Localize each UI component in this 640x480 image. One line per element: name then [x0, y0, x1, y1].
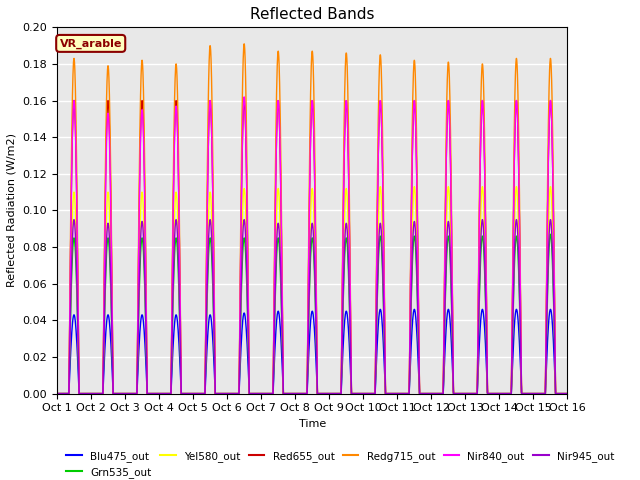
Red655_out	[53, 391, 61, 396]
Blu475_out	[53, 391, 61, 396]
Redg715_out	[241, 41, 248, 47]
Nir945_out	[554, 391, 561, 396]
Yel580_out	[111, 391, 119, 396]
Blu475_out	[141, 352, 149, 358]
Blu475_out	[249, 391, 257, 396]
Nir840_out	[554, 391, 561, 396]
Nir840_out	[499, 391, 506, 396]
Line: Red655_out: Red655_out	[57, 100, 568, 394]
Redg715_out	[554, 391, 561, 396]
Nir945_out	[111, 391, 119, 396]
Blu475_out	[564, 391, 572, 396]
Line: Yel580_out: Yel580_out	[57, 187, 568, 394]
Nir945_out	[249, 391, 257, 396]
Nir840_out	[241, 94, 248, 100]
Redg715_out	[111, 391, 119, 396]
Grn535_out	[111, 391, 119, 396]
Grn535_out	[547, 231, 554, 237]
Y-axis label: Reflected Radiation (W/m2): Reflected Radiation (W/m2)	[7, 133, 17, 288]
Yel580_out	[564, 391, 572, 396]
Nir840_out	[53, 391, 61, 396]
Nir945_out	[142, 314, 150, 320]
Redg715_out	[271, 198, 279, 204]
Nir945_out	[271, 295, 279, 300]
X-axis label: Time: Time	[299, 419, 326, 429]
Nir840_out	[271, 226, 279, 231]
Nir840_out	[249, 391, 257, 396]
Yel580_out	[271, 284, 278, 290]
Line: Nir840_out: Nir840_out	[57, 97, 568, 394]
Red655_out	[249, 391, 257, 396]
Nir840_out	[141, 251, 149, 257]
Redg715_out	[499, 391, 506, 396]
Red655_out	[111, 391, 119, 396]
Red655_out	[70, 97, 78, 103]
Yel580_out	[554, 391, 561, 396]
Nir945_out	[499, 391, 506, 396]
Text: VR_arable: VR_arable	[60, 38, 122, 48]
Nir945_out	[70, 216, 78, 222]
Redg715_out	[249, 391, 257, 396]
Red655_out	[564, 391, 572, 396]
Grn535_out	[564, 391, 572, 396]
Redg715_out	[564, 391, 572, 396]
Grn535_out	[141, 314, 149, 320]
Nir840_out	[111, 391, 119, 396]
Blu475_out	[271, 348, 278, 354]
Grn535_out	[271, 310, 278, 316]
Yel580_out	[141, 291, 149, 297]
Grn535_out	[554, 391, 561, 396]
Grn535_out	[499, 391, 506, 396]
Redg715_out	[141, 227, 149, 232]
Line: Blu475_out: Blu475_out	[57, 309, 568, 394]
Redg715_out	[53, 391, 61, 396]
Legend: Blu475_out, Grn535_out, Yel580_out, Red655_out, Redg715_out, Nir840_out, Nir945_: Blu475_out, Grn535_out, Yel580_out, Red6…	[62, 446, 618, 480]
Red655_out	[554, 391, 561, 396]
Line: Redg715_out: Redg715_out	[57, 44, 568, 394]
Blu475_out	[554, 391, 561, 396]
Nir945_out	[53, 391, 61, 396]
Blu475_out	[547, 306, 554, 312]
Line: Nir945_out: Nir945_out	[57, 219, 568, 394]
Line: Grn535_out: Grn535_out	[57, 234, 568, 394]
Blu475_out	[111, 391, 119, 396]
Nir945_out	[564, 391, 572, 396]
Yel580_out	[499, 391, 506, 396]
Title: Reflected Bands: Reflected Bands	[250, 7, 374, 22]
Blu475_out	[499, 391, 506, 396]
Grn535_out	[249, 391, 257, 396]
Grn535_out	[53, 391, 61, 396]
Red655_out	[142, 260, 150, 266]
Red655_out	[499, 391, 506, 396]
Yel580_out	[53, 391, 61, 396]
Yel580_out	[249, 391, 257, 396]
Red655_out	[271, 226, 279, 231]
Yel580_out	[547, 184, 554, 190]
Nir840_out	[564, 391, 572, 396]
